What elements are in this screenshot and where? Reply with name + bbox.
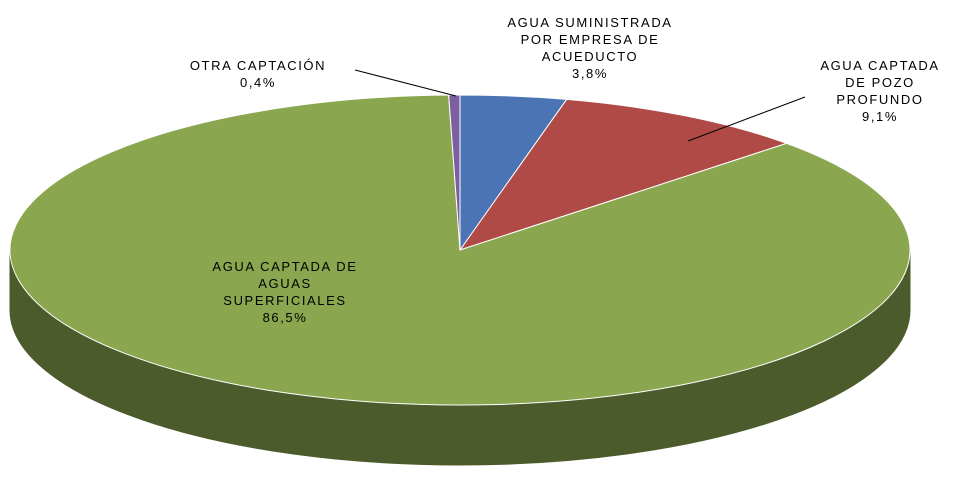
label-value: 3,8%: [571, 66, 609, 81]
label-name: AGUA CAPTADA DE AGUAS SUPERFICIALES: [212, 259, 358, 308]
slice-label: OTRA CAPTACIÓN 0,4%: [148, 57, 368, 91]
slice-label: AGUA CAPTADA DE AGUAS SUPERFICIALES 86,5…: [210, 258, 360, 326]
label-name: AGUA CAPTADA DE POZO PROFUNDO: [820, 58, 940, 107]
leader-line: [354, 69, 457, 97]
label-value: 9,1%: [861, 109, 899, 124]
label-name: AGUA SUMINISTRADA POR EMPRESA DE ACUEDUC…: [507, 15, 673, 64]
slices: [9, 94, 911, 466]
label-name: OTRA CAPTACIÓN: [189, 58, 327, 73]
leader-line: [687, 96, 806, 142]
label-value: 86,5%: [262, 310, 308, 325]
slice-label: AGUA CAPTADA DE POZO PROFUNDO 9,1%: [815, 57, 945, 125]
slice: [458, 98, 789, 251]
label-value: 0,4%: [239, 75, 277, 90]
slice: [448, 94, 461, 251]
slice-label: AGUA SUMINISTRADA POR EMPRESA DE ACUEDUC…: [503, 14, 678, 82]
